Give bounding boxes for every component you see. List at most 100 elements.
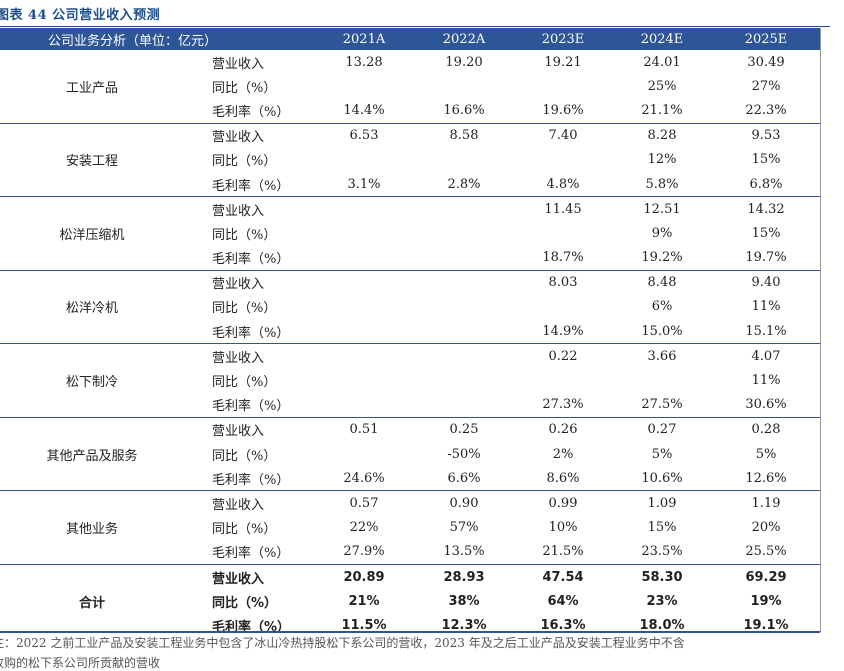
value-cell: 0.57 [349, 495, 379, 511]
segment-name: 松下制冷 [0, 343, 184, 418]
value-cell: 14.32 [747, 201, 785, 217]
metric-label: 同比（%） [212, 154, 277, 170]
value-cell: 20.89 [343, 569, 385, 585]
value-cell: 64% [547, 593, 579, 609]
value-cell: 38% [448, 593, 480, 609]
value-cell: 28.93 [443, 569, 485, 585]
segment-name: 安装工程 [0, 123, 184, 198]
segment-name: 合计 [78, 595, 105, 611]
header-year: 2024E [612, 28, 713, 50]
value-cell [314, 197, 414, 222]
value-cell: 19.2% [612, 245, 713, 271]
metric-label: 同比（%） [212, 80, 277, 96]
value-cell [314, 148, 414, 172]
value-cell: 47.54 [542, 569, 584, 585]
table-row: 工业产品 营业收入 13.28 19.20 19.21 24.01 30.49 [0, 50, 820, 124]
metric-label: 营业收入 [212, 56, 265, 72]
table-row: 毛利率（%） 18.7% 19.2% 19.7% [0, 245, 821, 271]
value-cell: 24.6% [314, 466, 415, 492]
segment-name: 工业产品 [0, 50, 184, 124]
value-cell [414, 74, 514, 98]
value-cell [414, 368, 514, 392]
value-cell [314, 74, 414, 98]
value-cell: 6.6% [414, 466, 515, 492]
value-cell [414, 245, 515, 271]
value-cell: 19% [750, 593, 782, 609]
table-row: 同比（%） -50% 2% 5% 5% [0, 442, 820, 466]
metric-label: 毛利率（%） [184, 392, 315, 418]
value-cell [414, 148, 514, 172]
table-row: 同比（%） 11% [0, 368, 820, 392]
metric-label: 营业收入 [212, 571, 265, 587]
value-cell: 7.40 [548, 128, 578, 144]
value-cell: 20% [751, 520, 781, 536]
value-cell [314, 295, 414, 319]
value-cell: 19.6% [514, 98, 613, 124]
value-cell: 6% [651, 299, 673, 315]
value-cell: 23.5% [612, 539, 713, 565]
value-cell: 11% [751, 373, 781, 389]
value-cell: 25% [647, 78, 677, 94]
value-cell: 25.5% [712, 539, 821, 565]
table-row: 合计 营业收入 20.89 28.93 47.54 58.30 69.29 [0, 564, 820, 611]
table-row: 松下制冷 营业收入 0.22 3.66 4.07 [0, 343, 820, 418]
value-cell [514, 148, 612, 172]
value-cell [414, 197, 514, 222]
value-cell: 21.5% [514, 539, 613, 565]
value-cell: 19.1% [743, 617, 789, 633]
table-row: 毛利率（%） 27.3% 27.5% 30.6% [0, 392, 821, 418]
value-cell: 12.3% [441, 617, 487, 633]
header-label: 公司业务分析（单位：亿元） [0, 28, 315, 50]
metric-label: 营业收入 [212, 277, 265, 293]
value-cell: 8.28 [647, 128, 677, 144]
value-cell: -50% [447, 446, 481, 462]
value-cell: 15.1% [712, 319, 821, 345]
footnote-line-1: 注：2022 之前工业产品及安装工程业务中包含了冰山冷热持股松下系公司的营收，2… [0, 636, 685, 650]
table-row: 松洋压缩机 营业收入 11.45 12.51 14.32 [0, 196, 820, 271]
value-cell [414, 270, 514, 295]
value-cell [314, 319, 415, 345]
value-cell: 0.28 [751, 422, 781, 438]
value-cell: 8.03 [548, 275, 578, 291]
value-cell: 0.90 [449, 495, 479, 511]
segment-name: 松洋冷机 [0, 270, 184, 345]
table-right-border [820, 28, 821, 632]
table-caption: 图表 44 公司营业收入预测 [0, 8, 161, 23]
value-cell: 27% [751, 78, 781, 94]
value-cell: 30.49 [747, 54, 785, 70]
value-cell: 0.22 [548, 348, 578, 364]
table-row: 毛利率（%） 3.1% 2.8% 4.8% 5.8% 6.8% [0, 171, 821, 198]
value-cell: 16.3% [540, 617, 586, 633]
value-cell: 8.48 [647, 275, 677, 291]
table-row: 同比（%） 22% 57% 10% 15% 20% [0, 516, 820, 540]
value-cell [414, 295, 514, 319]
value-cell: 0.25 [449, 422, 479, 438]
metric-label: 同比（%） [212, 227, 277, 243]
value-cell: 15% [751, 225, 781, 241]
value-cell: 57% [449, 520, 479, 536]
value-cell: 11.45 [544, 201, 582, 217]
value-cell: 8.58 [449, 128, 479, 144]
metric-label: 同比（%） [212, 375, 277, 391]
value-cell: 19.21 [544, 54, 582, 70]
value-cell: 14.9% [514, 319, 613, 345]
value-cell: 4.8% [514, 171, 613, 198]
value-cell [314, 221, 414, 245]
value-cell: 69.29 [745, 569, 787, 585]
value-cell: 13.28 [345, 54, 383, 70]
value-cell: 16.6% [414, 98, 515, 124]
value-cell: 21.1% [612, 98, 713, 124]
table-row: 其他产品及服务 营业收入 0.51 0.25 0.26 0.27 0.28 [0, 417, 820, 492]
metric-label: 毛利率（%） [184, 319, 315, 345]
value-cell: 19.20 [445, 54, 483, 70]
metric-label: 毛利率（%） [184, 98, 315, 124]
value-cell: 3.1% [314, 171, 415, 198]
value-cell: 21% [348, 593, 380, 609]
table-row: 毛利率（%） 27.9% 13.5% 21.5% 23.5% 25.5% [0, 539, 821, 565]
table-row: 同比（%） 21% 38% 64% 23% 19% [0, 589, 820, 613]
metric-label: 同比（%） [212, 448, 277, 464]
value-cell: 22.3% [712, 98, 821, 124]
value-cell: 0.99 [548, 495, 578, 511]
value-cell [414, 221, 514, 245]
header-year: 2023E [514, 28, 613, 50]
